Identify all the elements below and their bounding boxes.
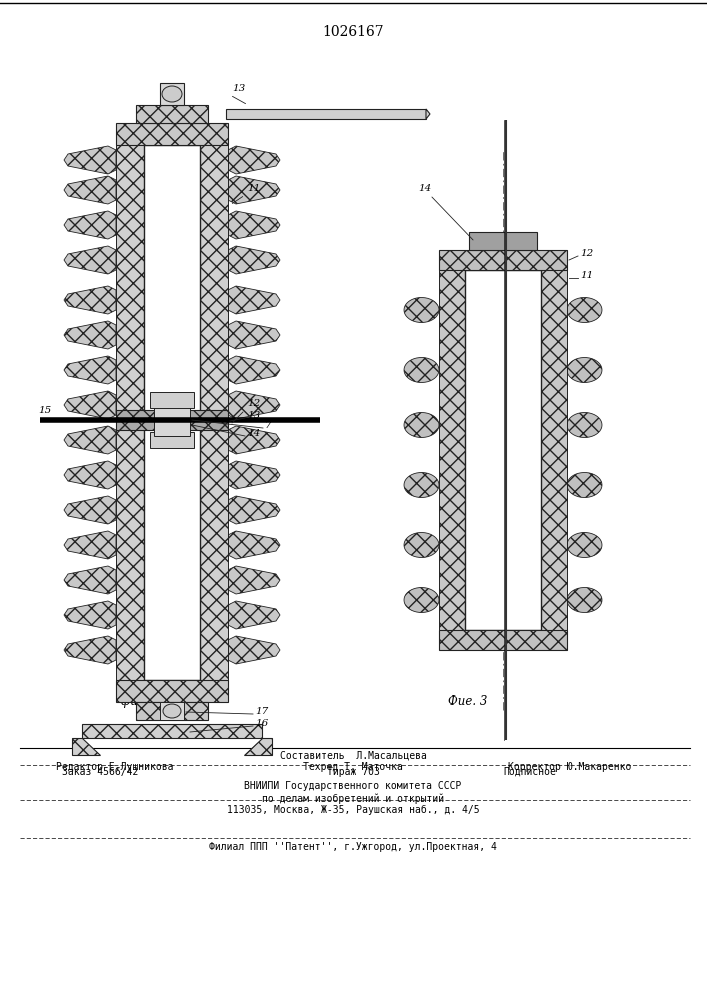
Bar [541,270,567,630]
Bar [116,123,228,145]
Polygon shape [567,298,602,322]
Polygon shape [228,286,280,314]
Polygon shape [404,588,439,612]
Bar [82,724,262,738]
Polygon shape [404,473,439,497]
Polygon shape [64,531,116,559]
Bar [160,83,184,105]
Text: 113035, Москва, Ж-35, Раушская наб., д. 4/5: 113035, Москва, Ж-35, Раушская наб., д. … [227,805,479,815]
Polygon shape [64,321,116,349]
Text: 11: 11 [247,184,260,193]
Text: 14: 14 [247,429,260,438]
Polygon shape [64,601,116,629]
Text: Тираж 703: Тираж 703 [327,767,380,777]
Polygon shape [64,246,116,274]
Polygon shape [64,146,116,174]
Polygon shape [567,588,602,612]
Polygon shape [228,321,280,349]
Text: Фие. 3: Фие. 3 [448,695,488,708]
Text: 12: 12 [247,399,260,408]
Polygon shape [64,426,116,454]
Text: 15: 15 [38,406,51,415]
Text: 12: 12 [580,249,593,258]
Text: Подписное: Подписное [503,767,556,777]
Polygon shape [567,473,602,497]
Bar [200,145,228,680]
Polygon shape [64,211,116,239]
Text: 16: 16 [255,719,268,728]
Text: Заказ 4566/42: Заказ 4566/42 [62,767,138,777]
Text: 17: 17 [255,707,268,716]
Bar [116,410,228,430]
Polygon shape [64,356,116,384]
Polygon shape [567,358,602,382]
Polygon shape [228,211,280,239]
Polygon shape [404,358,439,382]
Bar [465,270,541,630]
Polygon shape [404,413,439,437]
Polygon shape [228,601,280,629]
Polygon shape [426,109,430,119]
Bar [154,404,190,436]
Bar [116,680,228,702]
Bar [116,145,144,680]
Text: фиг 2: фиг 2 [121,695,155,708]
Polygon shape [64,636,116,664]
Polygon shape [404,533,439,557]
Polygon shape [567,533,602,557]
Bar [226,109,426,119]
Polygon shape [228,246,280,274]
Bar [469,232,537,250]
Bar [150,432,194,448]
Ellipse shape [163,704,181,718]
Polygon shape [228,356,280,384]
Text: 11: 11 [580,271,593,280]
Text: 14: 14 [418,184,431,193]
Text: Составитель  Л.Масальцева: Составитель Л.Масальцева [279,750,426,760]
Text: ВНИИПИ Государственного комитета СССР: ВНИИПИ Государственного комитета СССР [245,781,462,791]
Polygon shape [228,391,280,419]
Bar [439,630,567,650]
Polygon shape [72,738,100,755]
Polygon shape [64,176,116,204]
Text: по делам изобретений и открытий: по делам изобретений и открытий [262,793,444,804]
Polygon shape [64,461,116,489]
Text: Редактор Е.Лушникова: Редактор Е.Лушникова [57,762,174,772]
Polygon shape [228,146,280,174]
Bar [150,392,194,408]
Text: Техред Т. Маточка: Техред Т. Маточка [303,762,403,772]
Polygon shape [228,636,280,664]
Bar [439,270,465,630]
Text: 1026167: 1026167 [322,25,384,39]
Polygon shape [64,391,116,419]
Polygon shape [64,286,116,314]
Polygon shape [64,566,116,594]
Text: 13: 13 [247,411,260,420]
Polygon shape [228,426,280,454]
Polygon shape [64,496,116,524]
Bar [136,105,208,123]
Polygon shape [228,531,280,559]
Polygon shape [404,298,439,322]
Polygon shape [228,461,280,489]
Polygon shape [228,496,280,524]
Polygon shape [244,738,272,755]
Ellipse shape [162,86,182,102]
Bar [144,145,200,680]
Polygon shape [567,413,602,437]
Text: Филиал ППП ''Патент'', г.Ужгород, ул.Проектная, 4: Филиал ППП ''Патент'', г.Ужгород, ул.Про… [209,842,497,852]
Bar [439,250,567,270]
Text: Корректор Ю.Макаренко: Корректор Ю.Макаренко [508,762,631,772]
Text: 13: 13 [232,84,245,93]
Polygon shape [228,566,280,594]
Text: 7: 7 [265,421,271,430]
Polygon shape [228,176,280,204]
Bar [136,702,208,720]
Bar [160,702,184,720]
